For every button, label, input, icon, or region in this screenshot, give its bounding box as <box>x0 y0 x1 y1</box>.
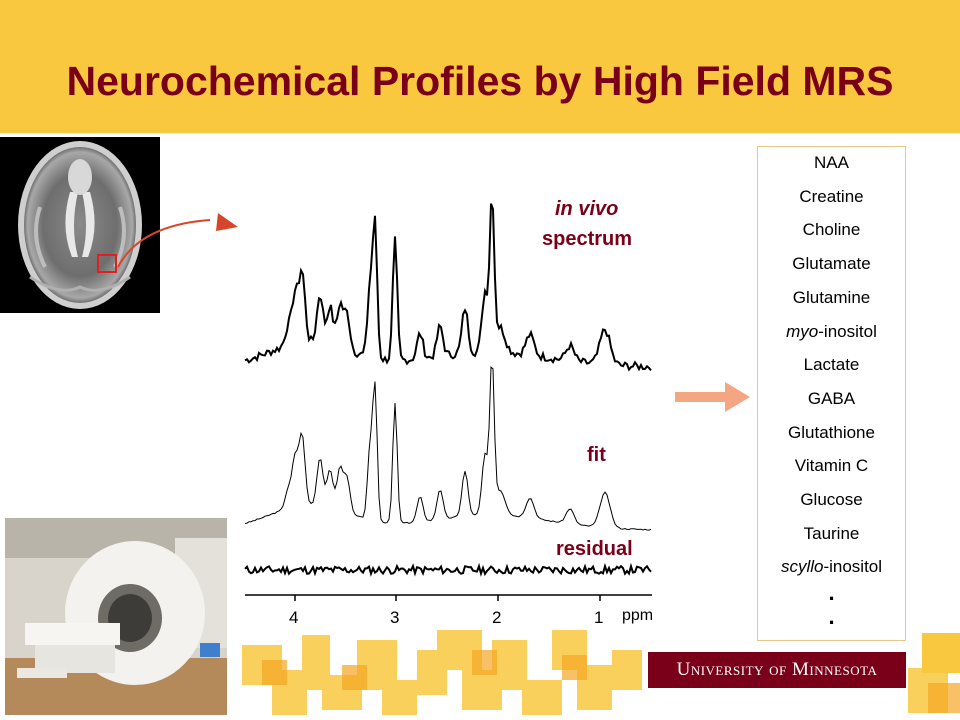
metabolite-item: scyllo-inositol <box>758 557 905 577</box>
metabolite-prefix: myo <box>786 321 819 341</box>
ellipsis-dot: . <box>828 604 835 629</box>
metabolite-prefix: scyllo <box>780 557 824 577</box>
mri-scanner-photo <box>5 518 227 715</box>
metabolite-list: NAA Creatine Choline Glutamate Glutamine myo-… <box>757 146 906 641</box>
metabolite-name: Glutathione <box>788 422 875 442</box>
mrs-spectrum-plot <box>240 135 670 635</box>
metabolite-item: NAA <box>758 153 905 173</box>
metabolite-name: -inositol <box>818 321 877 341</box>
metabolite-item: Glutamate <box>758 254 905 274</box>
tick-label-2: 2 <box>492 608 502 627</box>
metabolite-name: Glutamine <box>792 287 871 307</box>
spectrum-label: spectrum <box>542 228 633 250</box>
metabolite-item: Glucose <box>758 490 905 510</box>
university-logo-text: University of Minnesota <box>676 659 878 680</box>
metabolite-name: Creatine <box>799 186 864 206</box>
residual-trace <box>244 562 652 577</box>
metabolite-item: myo-inositol <box>758 322 905 342</box>
ellipsis-dot: . <box>828 580 835 605</box>
metabolite-item: Glutamine <box>758 288 905 308</box>
right-arrow-icon <box>675 382 750 412</box>
in-vivo-spectrum-trace <box>244 203 652 372</box>
tick-label-1: 1 <box>594 608 604 627</box>
decorative-squares <box>242 630 642 715</box>
pointer-arrow-icon <box>117 213 238 268</box>
metabolite-item: GABA <box>758 389 905 409</box>
brain-mri-image <box>0 137 160 313</box>
metabolite-name: Taurine <box>803 523 860 543</box>
metabolite-name: GABA <box>807 388 856 408</box>
tick-label-4: 4 <box>289 608 299 627</box>
in-vivo-label: in vivo <box>555 198 619 220</box>
fit-label: fit <box>587 444 606 466</box>
decorative-squares-right <box>908 633 960 713</box>
metabolite-name: Vitamin C <box>794 456 869 476</box>
metabolite-name: NAA <box>814 153 849 172</box>
metabolite-item: Lactate <box>758 355 905 375</box>
metabolite-item: Taurine <box>758 524 905 544</box>
metabolite-name: -inositol <box>823 557 883 577</box>
metabolite-name: Glutamate <box>792 254 871 274</box>
metabolite-item: Choline <box>758 220 905 240</box>
slide-title: Neurochemical Profiles by High Field MRS <box>66 58 894 104</box>
metabolite-name: Glucose <box>800 490 863 509</box>
metabolite-item: Creatine <box>758 187 905 207</box>
metabolite-item: Glutathione <box>758 423 905 443</box>
metabolite-item: Vitamin C <box>758 456 905 476</box>
residual-label: residual <box>556 538 633 560</box>
ppm-unit-label: ppm <box>622 607 654 624</box>
university-logo: University of Minnesota <box>648 652 906 688</box>
title-banner <box>0 0 960 133</box>
metabolite-name: Lactate <box>803 355 860 375</box>
tick-label-3: 3 <box>390 608 400 627</box>
fit-spectrum-trace <box>244 366 652 531</box>
metabolite-name: Choline <box>802 220 861 240</box>
